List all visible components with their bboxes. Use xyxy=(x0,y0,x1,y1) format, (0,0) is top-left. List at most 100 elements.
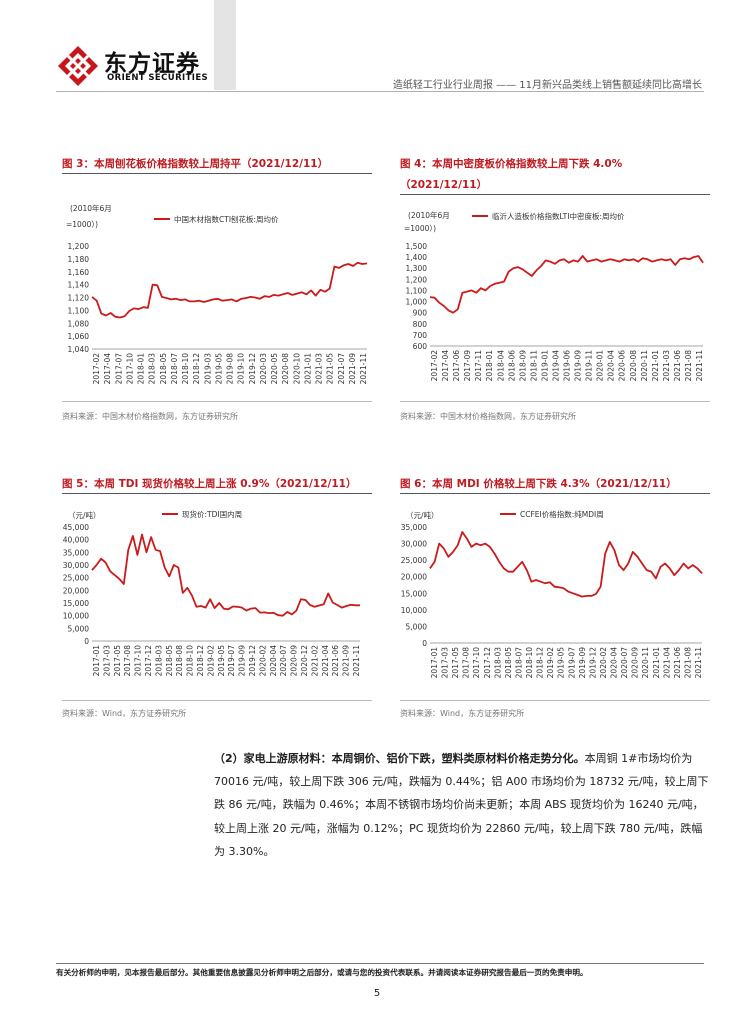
y-axis-label-line2: =1000）) xyxy=(404,224,436,233)
page-number: 5 xyxy=(373,988,381,999)
x-tick-label: 2021-06 xyxy=(673,647,682,679)
y-tick-label: 45,000 xyxy=(63,523,89,532)
x-tick-label: 2021-11 xyxy=(352,645,361,677)
y-tick-label: 35,000 xyxy=(63,548,89,557)
y-tick-label: 1,400 xyxy=(406,253,428,262)
x-tick-label: 2020-10 xyxy=(292,353,301,385)
y-tick-label: 1,100 xyxy=(406,286,428,295)
figure-4-top-rule xyxy=(400,194,710,195)
x-tick-label: 2020-01 xyxy=(596,350,605,382)
x-tick-label: 2018-10 xyxy=(186,645,195,677)
x-tick-label: 2019-06 xyxy=(563,350,572,382)
figure-5-top-rule xyxy=(62,493,372,494)
report-title: 造纸轻工行业行业周报 —— 11月新兴品类线上销售额延续同比高增长 xyxy=(392,80,702,91)
figure-6-bottom-rule xyxy=(400,700,710,701)
figure-5-title: 图 5：本周 TDI 现货价格较上周上涨 0.9%（2021/12/11） xyxy=(62,478,357,490)
y-tick-label: 1,200 xyxy=(68,242,90,251)
x-tick-label: 2021-01 xyxy=(303,353,312,385)
x-tick-label: 2017-08 xyxy=(123,645,132,677)
y-axis-label: （元/吨） xyxy=(68,510,101,520)
x-tick-label: 2017-04 xyxy=(103,353,112,385)
x-tick-label: 2021-06 xyxy=(673,350,682,382)
x-tick-label: 2020-06 xyxy=(618,350,627,382)
x-tick-label: 2021-11 xyxy=(359,353,368,385)
x-tick-label: 2019-09 xyxy=(574,350,583,382)
figure-4-source: 资料来源：中国木材价格指数网，东方证券研究所 xyxy=(400,412,576,421)
y-tick-label: 800 xyxy=(413,320,428,329)
x-tick-label: 2019-11 xyxy=(585,350,594,382)
legend-label: 中国木材指数CTI刨花板:周均价 xyxy=(174,214,279,224)
x-tick-label: 2017-02 xyxy=(92,353,101,385)
figure-5-chart: （元/吨） 现货价:TDI国内周 45,000 40,000 35,000 30,000 2… xyxy=(63,509,361,677)
x-tick-label: 2020-08 xyxy=(281,353,290,385)
figure-4-chart: (2010年6月 =1000）) 临沂人造板价格指数LTI中密度板:周均价 1,500… xyxy=(404,210,704,382)
x-tick-label: 2017-07 xyxy=(114,353,123,385)
x-tick-label: 2017-03 xyxy=(102,645,111,677)
x-tick-label: 2021-03 xyxy=(662,350,671,382)
x-tick-label: 2018-10 xyxy=(525,647,534,679)
x-tick-label: 2017-03 xyxy=(441,647,450,679)
x-tick-label: 2017-06 xyxy=(452,350,461,382)
x-tick-label: 2020-03 xyxy=(259,353,268,385)
y-tick-label: 1,140 xyxy=(68,281,90,290)
x-tick-label: 2018-08 xyxy=(175,645,184,677)
x-tick-label: 2020-07 xyxy=(620,647,629,679)
x-tick-label: 2019-12 xyxy=(248,645,257,677)
x-tick-label: 2020-04 xyxy=(269,645,278,677)
y-tick-label: 20,000 xyxy=(63,586,89,595)
y-tick-label: 1,060 xyxy=(68,332,90,341)
x-tick-label: 2021-04 xyxy=(662,647,671,679)
y-axis-label-line2: =1000）) xyxy=(66,220,98,229)
x-tick-label: 2020-11 xyxy=(641,647,650,679)
x-tick-label: 2020-04 xyxy=(607,350,616,382)
y-tick-label: 900 xyxy=(413,309,428,318)
x-tick-label: 2019-05 xyxy=(557,647,566,679)
x-tick-label: 2017-10 xyxy=(134,645,143,677)
x-tick-label: 2018-03 xyxy=(493,647,502,679)
x-tick-label: 2020-08 xyxy=(629,350,638,382)
x-tick-label: 2021-09 xyxy=(342,645,351,677)
y-tick-label: 1,000 xyxy=(406,298,428,307)
figure-5-bottom-rule xyxy=(62,700,372,701)
x-tick-label: 2020-07 xyxy=(279,645,288,677)
y-tick-label: 1,200 xyxy=(406,275,428,284)
x-tick-label: 2021-06 xyxy=(331,645,340,677)
x-tick-label: 2021-08 xyxy=(684,350,693,382)
legend-label: CCFEI价格指数:纯MDI周 xyxy=(520,509,604,519)
x-tick-label: 2021-03 xyxy=(315,353,324,385)
header-divider xyxy=(56,91,704,92)
x-tick-label: 2017-02 xyxy=(430,350,439,382)
x-tick-label: 2018-04 xyxy=(496,350,505,382)
x-tick-label: 2021-04 xyxy=(321,645,330,677)
footer-disclaimer: 有关分析师的申明，见本报告最后部分。其他重要信息披露见分析师申明之后部分，或请与… xyxy=(56,968,588,977)
body-paragraph: （2）家电上游原材料：本周铜价、铝价下跌，塑料类原材料价格走势分化。本周铜 1#… xyxy=(214,747,710,863)
y-tick-label: 0 xyxy=(422,639,427,648)
legend-label: 临沂人造板价格指数LTI中密度板:周均价 xyxy=(492,211,625,221)
y-tick-label: 5,000 xyxy=(68,624,90,633)
figure-3-chart: (2010年6月 =1000）) 中国木材指数CTI刨花板:周均价 1,200 1,18… xyxy=(66,203,368,385)
series-line xyxy=(429,255,704,314)
x-tick-label: 2021-01 xyxy=(652,647,661,679)
y-axis-label: (2010年6月 xyxy=(70,203,112,213)
x-tick-label: 2019-02 xyxy=(546,647,555,679)
y-tick-label: 40,000 xyxy=(63,536,89,545)
x-tick-label: 2019-07 xyxy=(567,647,576,679)
header-tab-decoration xyxy=(214,0,236,90)
x-tick-label: 2018-03 xyxy=(154,645,163,677)
x-tick-label: 2018-01 xyxy=(137,353,146,385)
x-tick-label: 2019-10 xyxy=(237,353,246,385)
y-tick-label: 20,000 xyxy=(401,573,427,582)
company-name-cn: 东方证券 xyxy=(104,51,200,77)
x-tick-label: 2018-05 xyxy=(159,353,168,385)
x-tick-label: 2020-02 xyxy=(258,645,267,677)
figure-3-bottom-rule xyxy=(62,401,372,402)
x-tick-label: 2018-11 xyxy=(529,350,538,382)
figure-4-title-line2: （2021/12/11） xyxy=(400,179,488,191)
x-tick-label: 2018-03 xyxy=(148,353,157,385)
x-tick-label: 2018-12 xyxy=(192,353,201,385)
x-tick-label: 2020-05 xyxy=(270,353,279,385)
x-tick-label: 2018-06 xyxy=(507,350,516,382)
y-tick-label: 10,000 xyxy=(63,612,89,621)
figure-6-chart: （元/吨） CCFEI价格指数:纯MDI周 35,000 30,000 25,000 20… xyxy=(401,509,703,679)
y-tick-label: 25,000 xyxy=(63,574,89,583)
